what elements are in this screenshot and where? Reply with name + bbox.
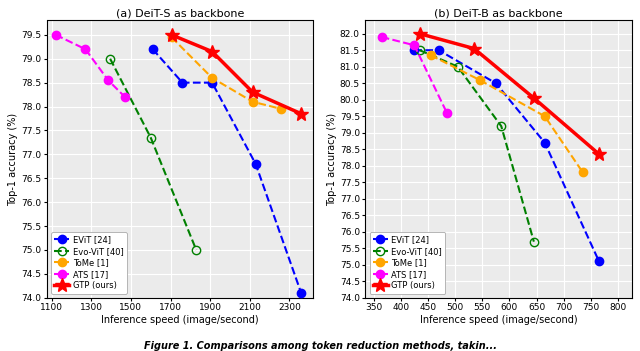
GTP (ours) bbox=[595, 152, 603, 156]
GTP (ours) bbox=[168, 33, 175, 37]
Line: Evo-ViT [40]: Evo-ViT [40] bbox=[106, 54, 200, 254]
Evo-ViT [40] bbox=[147, 135, 155, 140]
ToMe [1] bbox=[208, 76, 216, 80]
Text: Figure 1. Comparisons among token reduction methods, takin...: Figure 1. Comparisons among token reduct… bbox=[143, 341, 497, 351]
Line: ToMe [1]: ToMe [1] bbox=[167, 33, 285, 113]
GTP (ours) bbox=[298, 112, 305, 116]
EViT [24] bbox=[179, 80, 186, 85]
Line: ATS [17]: ATS [17] bbox=[52, 31, 129, 101]
X-axis label: Inference speed (image/second): Inference speed (image/second) bbox=[420, 315, 577, 325]
EViT [24] bbox=[208, 80, 216, 85]
Line: GTP (ours): GTP (ours) bbox=[413, 27, 606, 161]
ATS [17] bbox=[104, 78, 112, 82]
GTP (ours) bbox=[416, 32, 424, 36]
ATS [17] bbox=[52, 33, 60, 37]
GTP (ours) bbox=[470, 46, 478, 51]
ToMe [1] bbox=[579, 170, 587, 174]
ATS [17] bbox=[121, 95, 129, 99]
EViT [24] bbox=[435, 48, 443, 52]
Evo-ViT [40] bbox=[497, 124, 505, 128]
Evo-ViT [40] bbox=[106, 57, 114, 61]
ATS [17] bbox=[410, 43, 418, 47]
EViT [24] bbox=[595, 259, 603, 264]
Line: Evo-ViT [40]: Evo-ViT [40] bbox=[415, 46, 538, 246]
Line: ToMe [1]: ToMe [1] bbox=[426, 51, 587, 177]
Title: (a) DeiT-S as backbone: (a) DeiT-S as backbone bbox=[116, 8, 244, 18]
ToMe [1] bbox=[541, 114, 548, 118]
Legend: EViT [24], Evo-ViT [40], ToMe [1], ATS [17], GTP (ours): EViT [24], Evo-ViT [40], ToMe [1], ATS [… bbox=[369, 232, 445, 294]
Evo-ViT [40] bbox=[530, 240, 538, 244]
ATS [17] bbox=[443, 111, 451, 115]
Y-axis label: Top-1 accuracy (%): Top-1 accuracy (%) bbox=[327, 113, 337, 206]
EViT [24] bbox=[149, 47, 157, 51]
Evo-ViT [40] bbox=[454, 65, 461, 69]
Y-axis label: Top-1 accuracy (%): Top-1 accuracy (%) bbox=[8, 113, 19, 206]
Line: ATS [17]: ATS [17] bbox=[378, 33, 451, 117]
Evo-ViT [40] bbox=[193, 248, 200, 252]
ATS [17] bbox=[81, 47, 89, 51]
Line: EViT [24]: EViT [24] bbox=[148, 45, 305, 297]
EViT [24] bbox=[252, 162, 259, 166]
GTP (ours) bbox=[249, 90, 257, 94]
Line: GTP (ours): GTP (ours) bbox=[164, 28, 308, 121]
ToMe [1] bbox=[249, 100, 257, 104]
GTP (ours) bbox=[208, 49, 216, 54]
Legend: EViT [24], Evo-ViT [40], ToMe [1], ATS [17], GTP (ours): EViT [24], Evo-ViT [40], ToMe [1], ATS [… bbox=[51, 232, 127, 294]
GTP (ours) bbox=[530, 96, 538, 100]
Evo-ViT [40] bbox=[416, 48, 424, 52]
EViT [24] bbox=[541, 140, 548, 145]
EViT [24] bbox=[492, 81, 500, 85]
ToMe [1] bbox=[427, 53, 435, 57]
X-axis label: Inference speed (image/second): Inference speed (image/second) bbox=[101, 315, 259, 325]
EViT [24] bbox=[410, 48, 418, 52]
ToMe [1] bbox=[168, 35, 175, 39]
Line: EViT [24]: EViT [24] bbox=[410, 46, 604, 266]
Title: (b) DeiT-B as backbone: (b) DeiT-B as backbone bbox=[434, 8, 563, 18]
ToMe [1] bbox=[278, 107, 285, 111]
EViT [24] bbox=[298, 291, 305, 295]
ATS [17] bbox=[378, 35, 385, 39]
ToMe [1] bbox=[476, 78, 483, 82]
